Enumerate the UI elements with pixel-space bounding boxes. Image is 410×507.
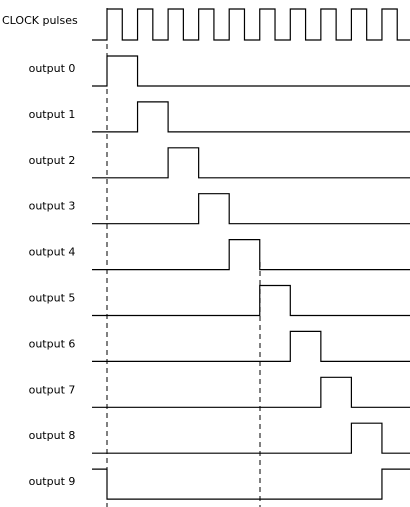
output-wave <box>92 330 410 362</box>
output-wave <box>92 147 410 179</box>
output-label: output 8 <box>29 429 76 442</box>
output-label: output 9 <box>29 475 76 488</box>
clock-wave <box>92 8 410 41</box>
output-label: output 4 <box>29 246 76 259</box>
output-wave <box>92 55 410 87</box>
output-label: output 6 <box>29 337 76 350</box>
output-wave <box>92 239 410 271</box>
output-wave <box>92 101 410 133</box>
output-wave <box>92 376 410 408</box>
output-wave <box>92 193 410 225</box>
clock-label: CLOCK pulses <box>2 14 78 27</box>
output-label: output 7 <box>29 383 76 396</box>
output-wave <box>92 284 410 317</box>
output-label: output 5 <box>29 292 76 305</box>
output-label: output 2 <box>29 154 76 167</box>
output-label: output 0 <box>29 62 76 75</box>
output-wave <box>92 468 410 500</box>
output-label: output 1 <box>29 108 76 121</box>
output-wave <box>92 422 410 454</box>
output-label: output 3 <box>29 200 76 213</box>
